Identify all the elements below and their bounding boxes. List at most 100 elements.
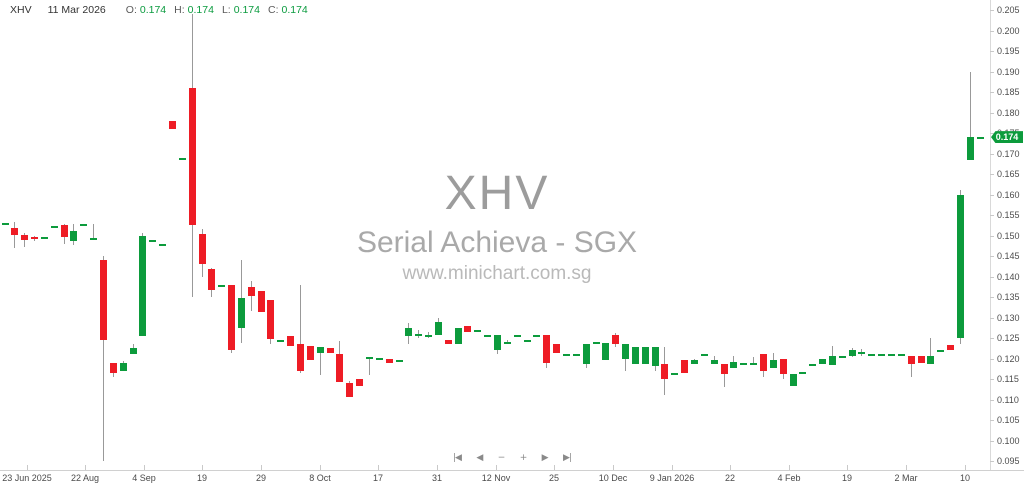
date-axis-label: 10 bbox=[959, 473, 971, 483]
date-axis-tick bbox=[144, 465, 145, 470]
candle-body bbox=[90, 237, 98, 240]
candle-body bbox=[109, 362, 117, 373]
price-axis-tick bbox=[990, 112, 994, 114]
candle-wick bbox=[753, 356, 755, 363]
step-forward-icon[interactable]: ▶ bbox=[541, 453, 549, 463]
date-axis-tick bbox=[320, 465, 321, 470]
candle-body bbox=[710, 360, 718, 364]
candle-wick bbox=[910, 355, 912, 377]
high-value: 0.174 bbox=[187, 4, 214, 16]
candle-body bbox=[139, 235, 147, 336]
candle-body bbox=[257, 290, 265, 312]
candle-body bbox=[878, 354, 886, 357]
candle-body bbox=[956, 194, 964, 338]
candle-body bbox=[40, 237, 48, 240]
close-value: 0.174 bbox=[281, 4, 308, 16]
price-axis-tick bbox=[990, 297, 994, 298]
candle-body bbox=[809, 364, 817, 367]
zoom-in-icon[interactable]: + bbox=[519, 453, 527, 463]
price-axis-label: 0.185 bbox=[997, 87, 1020, 97]
candle-body bbox=[425, 334, 433, 337]
candle-body bbox=[415, 333, 423, 336]
date-axis-label: 25 bbox=[548, 473, 560, 483]
date-axis-label: 22 bbox=[724, 473, 736, 483]
candle-body bbox=[740, 362, 748, 365]
date-label: 11 Mar 2026 bbox=[47, 4, 106, 16]
candle-body bbox=[769, 360, 777, 368]
candle-body bbox=[907, 355, 915, 364]
candle-body bbox=[759, 354, 767, 371]
candle-body bbox=[100, 260, 107, 341]
date-axis-tick bbox=[847, 465, 848, 470]
low-label: L: bbox=[221, 4, 231, 16]
candle-body bbox=[592, 342, 600, 345]
candle-body bbox=[60, 225, 68, 238]
price-axis-tick bbox=[990, 461, 994, 462]
candle-body bbox=[937, 350, 945, 353]
candle-wick bbox=[300, 284, 301, 373]
candle-body bbox=[434, 321, 442, 335]
candle-body bbox=[149, 239, 157, 242]
date-axis-tick bbox=[85, 465, 86, 470]
candle-body bbox=[799, 372, 807, 375]
candle-body bbox=[444, 339, 452, 345]
price-axis-tick bbox=[990, 235, 994, 237]
skip-to-end-icon[interactable]: ▶| bbox=[563, 453, 572, 463]
candle-body bbox=[631, 347, 639, 364]
candle-body bbox=[691, 360, 698, 364]
date-axis-tick bbox=[730, 465, 731, 470]
step-back-icon[interactable]: ◀ bbox=[476, 453, 483, 463]
candle-body bbox=[523, 339, 531, 342]
candle-body bbox=[720, 363, 728, 374]
price-axis-label: 0.135 bbox=[997, 292, 1020, 302]
candle-body bbox=[277, 340, 285, 343]
price-axis-label: 0.100 bbox=[997, 435, 1020, 446]
date-axis-tick bbox=[672, 465, 673, 470]
candle-body bbox=[336, 354, 344, 382]
candle-body bbox=[454, 327, 462, 345]
candle-wick bbox=[713, 355, 715, 364]
price-axis-label: 0.115 bbox=[997, 374, 1019, 384]
candle-wick bbox=[733, 355, 735, 368]
price-axis-label: 0.140 bbox=[997, 271, 1020, 282]
date-axis-tick bbox=[261, 465, 262, 470]
candle-body bbox=[267, 299, 275, 339]
date-axis-line bbox=[0, 470, 1024, 471]
candle-body bbox=[572, 354, 580, 357]
price-axis-tick bbox=[990, 276, 994, 278]
candle-body bbox=[168, 120, 176, 129]
candle-wick bbox=[969, 71, 971, 160]
candle-body bbox=[494, 334, 501, 351]
date-axis-label: 2 Mar bbox=[894, 473, 918, 483]
candle-body bbox=[484, 334, 492, 337]
skip-to-start-icon[interactable]: |◀ bbox=[453, 453, 462, 463]
candle-body bbox=[750, 362, 758, 365]
open-value: 0.174 bbox=[139, 4, 167, 16]
candle-body bbox=[838, 355, 846, 358]
price-axis-label: 0.125 bbox=[997, 333, 1020, 343]
candle-body bbox=[602, 342, 610, 361]
date-axis-tick bbox=[202, 465, 203, 470]
date-axis-label: 4 Feb bbox=[777, 473, 801, 483]
candle-body bbox=[730, 362, 738, 368]
price-axis-line bbox=[990, 0, 991, 470]
candle-body bbox=[297, 344, 304, 371]
candle-wick bbox=[250, 280, 252, 312]
price-axis-label: 0.195 bbox=[997, 46, 1020, 56]
price-axis-tick bbox=[990, 133, 994, 134]
low-value: 0.174 bbox=[233, 4, 260, 16]
candle-wick bbox=[930, 338, 932, 364]
zoom-out-icon[interactable]: − bbox=[497, 453, 505, 463]
price-axis-tick bbox=[990, 317, 994, 319]
chart-toolbar: |◀ ◀ − + ▶ ▶| bbox=[452, 450, 572, 466]
date-axis-label: 17 bbox=[372, 473, 384, 483]
candle-body bbox=[533, 334, 541, 337]
candle-body bbox=[474, 329, 482, 332]
candle-body bbox=[218, 284, 226, 287]
candle-body bbox=[306, 346, 314, 361]
candle-body bbox=[858, 352, 866, 355]
price-axis-label: 0.110 bbox=[997, 394, 1019, 405]
symbol-label: XHV bbox=[10, 4, 32, 16]
